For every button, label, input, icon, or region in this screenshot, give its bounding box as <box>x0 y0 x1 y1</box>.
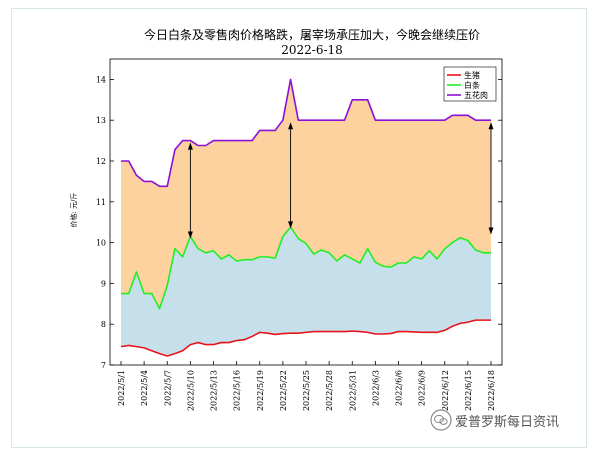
legend-entry: 生猪 <box>464 70 480 80</box>
chart-title: 今日白条及零售肉价格略跌，屠宰场承压加大，今晚会继续压价 <box>144 27 480 42</box>
watermark-text: 爱普罗斯每日资讯 <box>455 414 560 430</box>
x-tick-label: 2022/5/10 <box>186 370 195 411</box>
lower-fill-area <box>121 227 491 357</box>
annotation-arrowhead-up <box>488 122 494 130</box>
x-tick-label: 2022/5/1 <box>117 370 126 406</box>
y-tick-label: 7 <box>101 361 106 370</box>
x-tick-label: 2022/6/3 <box>371 370 380 406</box>
legend-entry: 白条 <box>464 80 480 90</box>
series-line-live-hog <box>120 319 491 357</box>
annotation-arrowhead-down <box>488 227 494 235</box>
annotation-arrowhead-down <box>187 231 193 239</box>
y-tick-label: 10 <box>96 239 106 248</box>
y-tick-label: 13 <box>96 116 106 125</box>
chart-frame: 今日白条及零售肉价格略跌，屠宰场承压加大，今晚会继续压价 2022-6-18 价… <box>11 8 587 448</box>
x-tick-label: 2022/6/6 <box>395 370 404 406</box>
x-tick-label: 2022/5/19 <box>256 370 265 411</box>
y-tick-label: 8 <box>101 320 106 329</box>
x-tick-label: 2022/6/9 <box>418 370 427 406</box>
annotation-arrowhead-down <box>288 221 294 229</box>
annotation-arrowhead-up <box>187 142 193 150</box>
y-axis-label: 价格: 元/斤 <box>69 193 78 228</box>
annotation-arrowhead-up <box>288 122 294 130</box>
watermark: 爱普罗斯每日资讯 <box>430 409 559 431</box>
price-chart: 今日白条及零售肉价格略跌，屠宰场承压加大，今晚会继续压价 2022-6-18 价… <box>69 27 503 411</box>
y-tick-label: 12 <box>96 157 106 166</box>
y-tick-label: 14 <box>96 75 106 84</box>
x-tick-label: 2022/6/18 <box>487 370 496 411</box>
x-tick-label: 2022/6/12 <box>441 370 450 411</box>
y-tick-label: 11 <box>96 198 106 207</box>
chart-subtitle: 2022-6-18 <box>281 43 343 57</box>
x-tick-label: 2022/5/28 <box>325 370 334 411</box>
legend-entry: 五花肉 <box>464 90 488 100</box>
series-line-pork-belly <box>121 78 491 188</box>
y-tick-label: 9 <box>101 279 106 288</box>
x-tick-label: 2022/5/22 <box>279 370 288 411</box>
wechat-icon <box>430 409 452 431</box>
x-tick-label: 2022/6/15 <box>464 370 473 411</box>
x-tick-label: 2022/5/16 <box>233 370 242 411</box>
x-tick-label: 2022/5/13 <box>210 370 219 411</box>
x-tick-label: 2022/5/25 <box>302 370 311 411</box>
upper-fill-area <box>121 79 491 309</box>
x-tick-label: 2022/5/31 <box>348 370 357 411</box>
series-line-carcass <box>121 226 491 310</box>
x-tick-label: 2022/5/7 <box>163 370 172 406</box>
plot-area: 7 8 9 10 11 12 13 14 2022/5/1 2022/5/4 2022/5/7 202… <box>96 58 503 411</box>
x-tick-label: 2022/5/4 <box>140 370 149 406</box>
